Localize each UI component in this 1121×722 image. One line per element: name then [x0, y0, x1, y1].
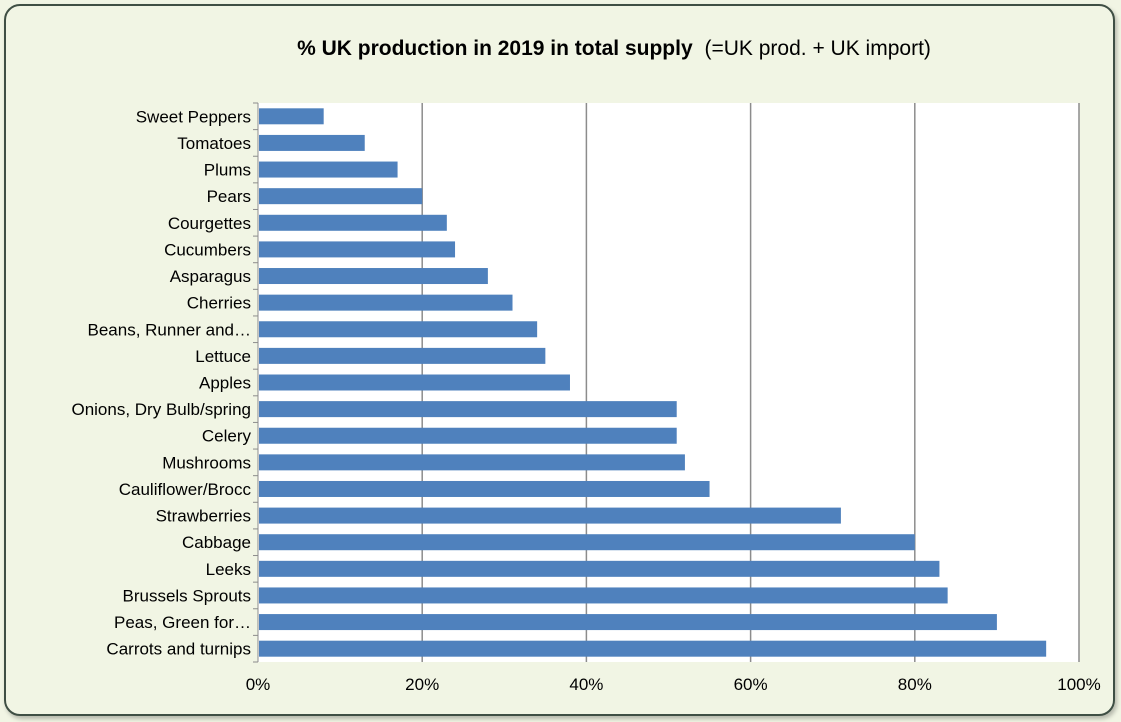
x-tick-label: 20%: [405, 675, 439, 694]
category-label: Cherries: [187, 294, 251, 313]
category-label: Beans, Runner and…: [88, 320, 252, 339]
chart-title-main: % UK production in 2019 in total supply: [297, 37, 693, 60]
x-tick-label: 100%: [1057, 675, 1100, 694]
x-tick-label: 0%: [246, 675, 271, 694]
x-tick-label: 40%: [569, 675, 603, 694]
bar: [259, 640, 1047, 657]
bar: [259, 347, 546, 364]
category-label: Cauliflower/Brocc: [119, 480, 252, 499]
bar-chart: % UK production in 2019 in total supply …: [71, 37, 1101, 694]
bar: [259, 214, 447, 231]
category-label: Plums: [204, 161, 251, 180]
bar: [259, 108, 324, 125]
bars: [259, 108, 1047, 657]
bar: [259, 534, 915, 551]
category-label: Pears: [207, 187, 251, 206]
category-label: Celery: [202, 427, 252, 446]
category-label: Peas, Green for…: [114, 613, 251, 632]
category-label: Brussels Sprouts: [123, 586, 252, 605]
bar: [259, 134, 365, 151]
bar: [259, 507, 841, 524]
category-label: Asparagus: [170, 267, 251, 286]
category-label: Cabbage: [182, 533, 251, 552]
category-label: Strawberries: [156, 507, 251, 526]
bar: [259, 161, 398, 178]
bar: [259, 268, 488, 285]
x-axis-labels: 0% 20% 40% 60% 80% 100%: [246, 675, 1101, 694]
bar: [259, 427, 677, 444]
x-tick-label: 80%: [898, 675, 932, 694]
category-label: Carrots and turnips: [106, 640, 251, 659]
category-label: Leeks: [206, 560, 251, 579]
bar: [259, 454, 685, 471]
y-tick-marks: [253, 102, 258, 663]
bar: [259, 241, 456, 258]
chart-title: % UK production in 2019 in total supply …: [297, 37, 931, 60]
bar: [259, 401, 677, 418]
chart-subtitle: (=UK prod. + UK import): [704, 37, 930, 60]
bar: [259, 560, 940, 577]
category-label: Onions, Dry Bulb/spring: [71, 400, 251, 419]
bar: [259, 480, 710, 497]
bar: [259, 188, 423, 205]
bar: [259, 321, 538, 338]
category-label: Apples: [199, 374, 251, 393]
category-label: Tomatoes: [177, 134, 251, 153]
category-label: Courgettes: [168, 214, 251, 233]
category-label: Cucumbers: [164, 240, 251, 259]
category-label: Mushrooms: [162, 453, 251, 472]
x-tick-label: 60%: [734, 675, 768, 694]
category-label: Lettuce: [195, 347, 251, 366]
bar: [259, 374, 570, 391]
chart-frame: % UK production in 2019 in total supply …: [4, 4, 1115, 716]
bar: [259, 294, 513, 311]
bar: [259, 587, 948, 604]
category-labels: Sweet Peppers Tomatoes Plums Pears Courgette…: [71, 107, 251, 658]
category-label: Sweet Peppers: [136, 107, 251, 126]
bar: [259, 614, 997, 631]
